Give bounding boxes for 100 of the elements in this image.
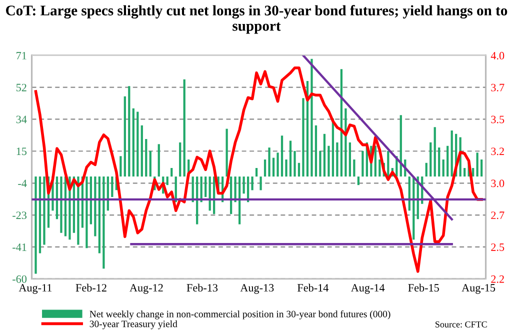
y2-tick-label: 2.5 (491, 243, 504, 251)
bar (476, 152, 478, 177)
bar (344, 108, 347, 177)
bar (111, 176, 114, 198)
bar (238, 176, 241, 224)
bar (323, 134, 326, 177)
bar (43, 176, 46, 245)
bar (90, 176, 92, 224)
bar (94, 176, 96, 236)
bar (120, 156, 122, 177)
bar (158, 144, 160, 177)
bar (294, 150, 296, 177)
y2-tick-label: 4.0 (490, 52, 504, 60)
bar (268, 148, 270, 177)
bar (450, 130, 453, 177)
bar (298, 162, 300, 177)
y2-tick-label: 2.7 (491, 212, 504, 220)
bar (442, 159, 444, 177)
bar (285, 159, 288, 177)
line-series (34, 66, 483, 273)
bar (357, 176, 360, 186)
x-tick-label: Aug-12 (130, 284, 163, 294)
source-note: Source: CFTC (436, 321, 487, 328)
bar (38, 176, 42, 254)
bar (378, 159, 381, 177)
bar (86, 176, 88, 248)
y-tick-label: 52 (16, 84, 26, 92)
bar (102, 176, 105, 269)
x-tick-label: Aug-13 (240, 284, 274, 294)
y2-tick-label: 3.5 (491, 116, 504, 124)
chart-title: CoT: Large specs slightly cut net longs in 30-year bond futures; yield hangs on to support (6, 5, 508, 34)
bar (145, 139, 148, 177)
bar (464, 168, 466, 177)
bar (34, 176, 37, 274)
bar (251, 176, 254, 190)
bar (255, 168, 258, 177)
bar (336, 142, 338, 177)
x-tick-label: Feb-14 (298, 284, 329, 292)
bar (438, 148, 440, 177)
x-tick-label: Feb-12 (76, 284, 106, 292)
bar (60, 176, 62, 233)
bar (132, 108, 134, 177)
bar (170, 168, 173, 177)
y2-tick-label: 3.7 (491, 84, 504, 92)
bar (166, 176, 168, 186)
y2-tick-label: 3.0 (491, 180, 504, 188)
y-tick-label: -23 (12, 212, 27, 220)
bar (98, 176, 100, 254)
x-tick-label: Feb-15 (408, 284, 439, 292)
bar (124, 96, 126, 177)
bar (183, 79, 186, 177)
legend-label: 30-year Treasury yield (90, 320, 178, 330)
bar (374, 146, 376, 177)
bar (179, 142, 182, 177)
x-tick-label: Aug-14 (350, 284, 385, 294)
bar (319, 150, 322, 177)
bar (400, 115, 402, 177)
bar (289, 140, 292, 177)
bar (140, 125, 143, 177)
y2-tick-label: 2.2 (491, 275, 504, 283)
bar (234, 176, 236, 202)
bar (136, 112, 139, 177)
y-tick-label: 15 (16, 148, 27, 156)
bar (149, 150, 152, 177)
bar (302, 98, 304, 177)
bar (276, 152, 279, 177)
y-tick-label: -4 (18, 180, 27, 188)
y-tick-label: -60 (12, 275, 27, 283)
y-tick-label: 34 (16, 116, 27, 124)
y-tick-label: 71 (16, 52, 26, 60)
legend-label: Net weekly change in non-commercial position in 30-year bond futures (000) (90, 310, 390, 320)
y-tick-label: -41 (12, 244, 26, 251)
x-tick-label: Aug-15 (462, 284, 496, 294)
bar (362, 150, 364, 177)
bar (472, 168, 474, 177)
bar (242, 176, 245, 194)
bar (430, 142, 432, 177)
bar (434, 127, 436, 177)
bar (226, 128, 228, 177)
bar (280, 136, 284, 177)
bar (264, 159, 266, 177)
bar (204, 176, 207, 198)
bar (260, 176, 262, 190)
bar (353, 159, 356, 177)
x-tick-label: Feb-13 (186, 284, 218, 292)
bar (196, 176, 198, 224)
bar (387, 150, 390, 177)
x-tick-label: Aug-11 (18, 284, 52, 294)
bar (328, 146, 330, 177)
bar (272, 158, 275, 177)
bar (425, 162, 428, 177)
bar (310, 58, 313, 177)
bar (128, 86, 130, 177)
bar (56, 176, 58, 220)
bar (314, 125, 318, 177)
bar (77, 176, 80, 245)
bar (480, 159, 483, 177)
bar (446, 146, 449, 177)
bar (348, 142, 352, 177)
y2-tick-label: 3.2 (491, 148, 504, 156)
